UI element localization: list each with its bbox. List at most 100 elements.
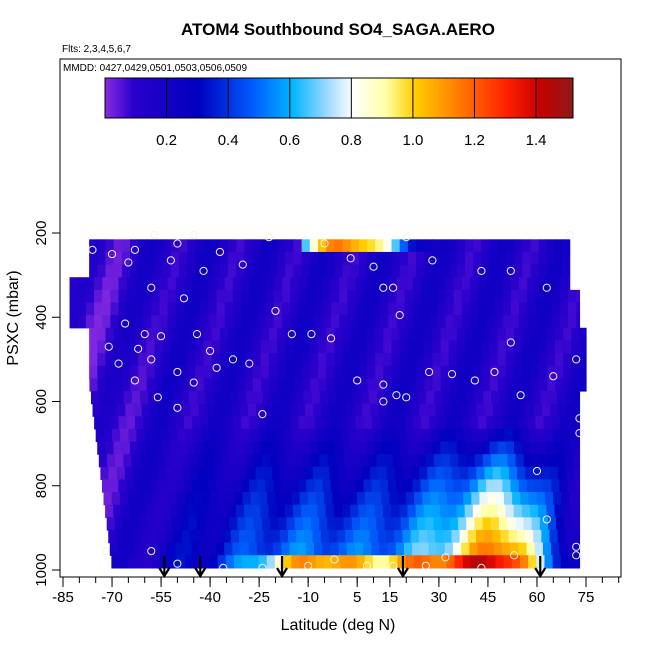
heatmap-cell <box>291 492 301 506</box>
heatmap-cell <box>260 353 270 367</box>
heatmap-cell <box>97 239 107 253</box>
heatmap-cell <box>538 378 548 392</box>
heatmap-cell <box>222 529 232 544</box>
heatmap-cell <box>273 315 283 329</box>
heatmap-cell <box>313 403 322 417</box>
heatmap-cell <box>321 403 331 417</box>
heatmap-cell <box>203 340 213 354</box>
heatmap-cell <box>167 315 177 329</box>
heatmap-cell <box>432 441 442 455</box>
heatmap-cell <box>167 289 177 304</box>
heatmap-cell <box>404 479 414 493</box>
heatmap-cell <box>334 327 344 342</box>
heatmap-cell <box>170 441 180 455</box>
heatmap-cell <box>200 479 209 493</box>
heatmap-cell <box>456 353 466 367</box>
heatmap-cell <box>461 277 471 291</box>
heatmap-cell <box>105 327 115 342</box>
heatmap-cell <box>435 529 444 544</box>
heatmap-cell <box>470 555 480 569</box>
observation-points <box>88 231 584 572</box>
heatmap-cell <box>389 428 399 443</box>
heatmap-cell <box>214 466 224 481</box>
observation-point <box>402 393 411 402</box>
heatmap-cell <box>208 315 218 329</box>
heatmap-cell <box>521 504 531 518</box>
heatmap-cell <box>205 390 215 405</box>
heatmap-cell <box>394 403 404 417</box>
heatmap-cell <box>505 239 515 253</box>
arrow-head <box>276 567 288 579</box>
observation-point <box>212 363 221 372</box>
heatmap-cell <box>419 466 428 481</box>
heatmap-cell <box>469 479 479 493</box>
heatmap-cell <box>567 542 577 556</box>
heatmap-cell <box>507 454 517 468</box>
heatmap-cell <box>425 517 435 531</box>
heatmap-cell <box>528 428 538 443</box>
heatmap-cell <box>391 239 401 253</box>
heatmap-cell <box>113 441 123 455</box>
heatmap-cell <box>207 542 217 556</box>
heatmap-cell <box>373 428 383 443</box>
heatmap-cell <box>391 353 401 367</box>
heatmap-cell <box>193 492 203 506</box>
heatmap-cell <box>502 416 512 430</box>
heatmap-cell <box>358 264 368 278</box>
heatmap-cell <box>237 454 247 468</box>
heatmap-cell <box>204 517 214 531</box>
heatmap-cell <box>552 555 562 569</box>
heatmap-cell <box>232 277 242 291</box>
heatmap-cell <box>458 517 467 531</box>
heatmap-cell <box>143 315 152 329</box>
heatmap-cell <box>404 289 414 304</box>
heatmap-cell <box>540 390 550 405</box>
heatmap-cell <box>350 327 360 342</box>
heatmap-cell <box>476 403 486 417</box>
heatmap-cell <box>337 466 347 481</box>
heatmap-cell <box>562 504 572 518</box>
heatmap-cell <box>303 454 312 468</box>
heatmap-cell <box>317 327 327 342</box>
heatmap-cell <box>530 365 540 379</box>
heatmap-cell <box>541 529 551 544</box>
heatmap-cell <box>126 479 136 493</box>
heatmap-cell <box>286 517 296 531</box>
heatmap-cell <box>252 264 262 278</box>
heatmap-cell <box>277 239 286 253</box>
heatmap-cell <box>184 416 193 430</box>
heatmap-cell <box>339 302 348 316</box>
heatmap-cell <box>273 289 283 304</box>
heatmap-cell <box>383 264 393 278</box>
heatmap-cell <box>446 555 456 569</box>
observation-point <box>107 249 117 259</box>
heatmap-cell <box>102 302 111 316</box>
heatmap-cell <box>268 353 278 367</box>
heatmap-cell <box>426 390 435 405</box>
heatmap-cell <box>97 353 107 367</box>
heatmap-cell <box>121 327 131 342</box>
heatmap-cell <box>576 289 581 304</box>
heatmap-cell <box>339 416 349 430</box>
heatmap-cell <box>340 555 349 569</box>
heatmap-cell <box>337 403 347 417</box>
heatmap-cell <box>445 416 455 430</box>
heatmap-cell <box>342 365 352 379</box>
heatmap-cell <box>366 441 376 455</box>
heatmap-cell <box>478 416 487 430</box>
heatmap-cell <box>395 542 405 556</box>
x-axis-title: Latitude (deg N) <box>281 617 396 634</box>
heatmap-cell <box>233 555 243 569</box>
heatmap-cell <box>231 466 240 481</box>
heatmap-cell <box>572 454 581 468</box>
heatmap-cell <box>554 441 564 455</box>
heatmap-cell <box>219 365 229 379</box>
observation-point <box>330 555 339 564</box>
heatmap-cell <box>388 289 398 304</box>
heatmap-cell <box>339 277 348 291</box>
x-axis-tick-label: 45 <box>480 589 497 606</box>
heatmap-cell <box>89 378 99 392</box>
heatmap-cell <box>356 555 366 569</box>
heatmap-cell <box>432 327 442 342</box>
heatmap-cell <box>539 517 549 531</box>
